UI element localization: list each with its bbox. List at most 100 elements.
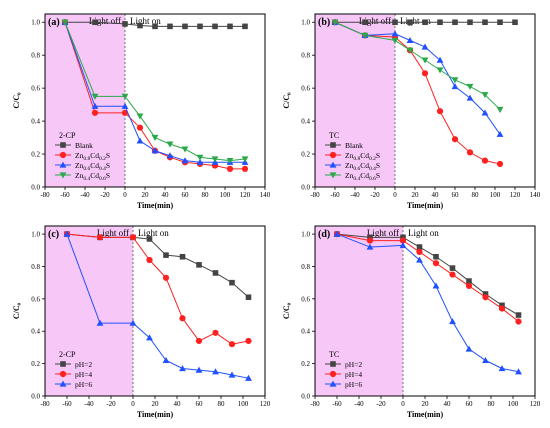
data-point (482, 294, 489, 301)
light-off-label: Light off (367, 228, 399, 238)
y-tick-label: 0.4 (31, 118, 40, 126)
x-tick-label: -40 (80, 191, 90, 199)
series-line (336, 233, 519, 322)
data-point (182, 23, 188, 30)
legend-label: pH=6 (345, 380, 362, 389)
chart-panel: -80 -60 -40 -20 0 20 40 60 80 100 120 140 0.0 0.2 0.4 0… (282, 13, 541, 210)
x-tick-label: 60 (196, 400, 204, 408)
light-on-label: Light on (400, 16, 431, 26)
data-point (92, 19, 98, 26)
x-tick-label: 120 (260, 400, 271, 408)
y-tick-label: 0.8 (31, 263, 40, 271)
data-point (482, 356, 489, 364)
y-tick-label: 1.0 (31, 231, 40, 239)
legend-marker (330, 361, 336, 367)
dark-region (45, 226, 133, 396)
data-point (399, 237, 407, 244)
legend-label-part: Cd (90, 151, 99, 160)
x-tick-label: -20 (106, 400, 116, 408)
data-point (212, 270, 219, 276)
series-line (66, 233, 249, 379)
data-point (406, 47, 414, 54)
x-tick-label: -60 (60, 191, 70, 199)
data-point (146, 236, 153, 242)
data-point (465, 282, 473, 290)
series-line (66, 233, 249, 345)
x-tick-label: -80 (310, 400, 320, 408)
data-point (245, 294, 252, 301)
data-point (167, 23, 173, 30)
legend-label: Zn0.4Cd0.6S (345, 171, 380, 182)
data-point (121, 93, 129, 100)
y-tick-label: 0.2 (31, 360, 40, 368)
legend-marker (329, 151, 337, 159)
data-point (498, 305, 506, 312)
x-tick-label: 80 (202, 191, 210, 199)
legend-label-sub: 0.4 (83, 176, 90, 182)
x-tick-label: 80 (472, 191, 480, 199)
legend-marker (60, 361, 66, 367)
y-axis-label: C/C₀ (12, 92, 21, 109)
data-point (466, 278, 472, 284)
legend-marker (60, 142, 66, 148)
data-point (166, 141, 174, 148)
data-point (196, 262, 202, 268)
data-point (245, 374, 252, 381)
data-point (181, 146, 189, 153)
legend-marker (330, 142, 336, 148)
data-point (496, 106, 504, 113)
legend-marker (59, 380, 67, 387)
x-tick-label: 100 (508, 400, 519, 408)
data-point (416, 248, 423, 256)
legend-label: pH=4 (75, 370, 92, 379)
data-point (179, 365, 186, 372)
data-point (416, 244, 423, 250)
x-tick-label: 140 (530, 191, 541, 199)
x-tick-label: 20 (152, 400, 160, 408)
legend-title: TC (329, 131, 339, 140)
data-point (122, 21, 128, 27)
x-tick-label: 20 (422, 400, 430, 408)
legend-label-part: Cd (360, 151, 369, 160)
data-point (496, 160, 504, 168)
x-tick-label: 80 (218, 400, 226, 408)
data-point (498, 365, 506, 372)
legend-title: TC (329, 350, 339, 359)
data-point (197, 23, 203, 30)
legend-marker (329, 172, 337, 179)
data-point (499, 302, 505, 309)
series-line (334, 21, 501, 110)
data-point (466, 83, 474, 90)
x-tick-label: -60 (330, 191, 340, 199)
panel-label: (d) (318, 229, 330, 240)
dark-region (315, 226, 403, 396)
legend-label-part: Zn (345, 171, 354, 180)
data-point (121, 102, 129, 109)
data-point (421, 43, 429, 50)
legend-title: 2-CP (59, 350, 76, 359)
light-off-label: Light off (89, 16, 121, 26)
legend-label-sub: 0.6 (99, 176, 106, 182)
dark-region (315, 14, 395, 187)
y-tick-label: 0.6 (301, 295, 310, 303)
y-tick-label: 0.4 (301, 328, 310, 336)
y-axis-label: C/C₀ (282, 302, 291, 319)
y-tick-label: 0.8 (31, 52, 40, 60)
legend-label-part: Cd (360, 171, 369, 180)
x-tick-label: -20 (376, 400, 386, 408)
data-point (432, 282, 440, 289)
y-axis-label: C/C₀ (12, 302, 21, 319)
legend-marker (59, 161, 67, 168)
data-point (242, 23, 248, 30)
y-tick-label: 0.0 (301, 184, 310, 192)
x-tick-label: -40 (350, 191, 360, 199)
x-tick-label: 60 (182, 191, 190, 199)
y-tick-label: 0.4 (301, 118, 310, 126)
legend-label-part: Zn (75, 151, 84, 160)
x-tick-label: 40 (432, 191, 440, 199)
x-tick-label: 40 (444, 400, 452, 408)
legend-label-sub: 0.6 (353, 166, 360, 172)
data-point (362, 19, 368, 26)
x-tick-label: 0 (393, 191, 397, 199)
